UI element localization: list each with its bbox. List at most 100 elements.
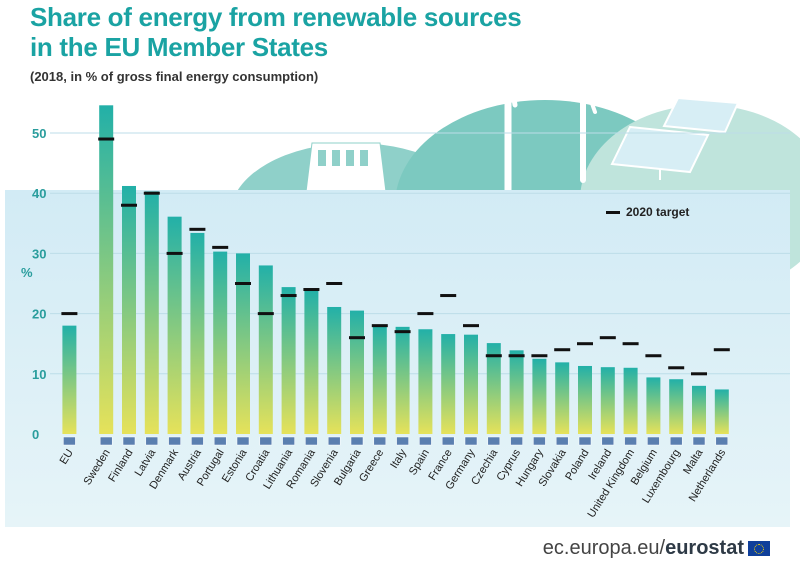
flag-hungary [533,436,546,446]
target-croatia [257,312,274,316]
target-germany [463,324,479,328]
target-slovenia [326,282,343,285]
flag-netherlands [715,436,729,446]
target-belgium [645,354,662,358]
flag-france [441,436,455,446]
target-austria [189,227,206,231]
target-finland [121,203,137,207]
flag-ireland [601,436,615,446]
y-tick-label: 40 [32,186,46,201]
flag-estonia [236,436,250,446]
target-malta [691,372,707,376]
target-denmark [166,251,183,255]
flag-greece [373,436,387,446]
eu-flag-icon [748,541,770,556]
bar-croatia [258,265,273,434]
flag-czechia [487,436,501,446]
target-italy [394,330,411,334]
target-estonia [235,282,251,285]
bar-finland [122,185,136,434]
legend: 2020 target [606,205,689,219]
bar-ireland [600,367,615,434]
bar-malta [692,385,706,434]
bar-denmark [167,216,182,434]
flag-united-kingdom [624,436,637,446]
bar-slovakia [555,362,570,434]
target-eu [61,312,78,316]
flag-slovakia [555,436,569,446]
flag-luxembourg [669,436,683,446]
target-netherlands [713,348,730,352]
y-tick-label: 10 [32,367,46,382]
bar-czechia [486,343,501,434]
y-tick-label: 20 [32,307,46,322]
source-domain: ec.europa.eu/ [542,537,666,559]
bar-greece [372,325,387,434]
bar-italy [395,326,410,434]
bar-latvia [144,191,159,434]
bar-slovenia [327,306,342,434]
bar-austria [190,232,205,434]
bar-cyprus [509,350,524,434]
bar-sweden [99,105,114,435]
bar-france [441,334,456,434]
bars [62,105,729,435]
target-bulgaria [349,336,365,340]
bar-estonia [236,253,250,434]
wind-turbine-icon [465,9,614,194]
country-flags [63,436,729,446]
flag-denmark [168,436,181,446]
flag-germany [464,436,478,446]
target-sweden [98,137,115,141]
title-line-2: in the EU Member States [30,32,328,62]
flag-cyprus [510,436,523,446]
flag-bulgaria [350,436,364,446]
bar-luxembourg [669,379,684,434]
flag-belgium [647,436,660,446]
target-poland [577,342,593,346]
target-portugal [212,245,229,249]
y-axis: 0 10 20 30 40 50% [21,126,46,442]
flag-eu [63,436,76,446]
bar-belgium [646,377,661,434]
flag-sweden [99,436,113,446]
flag-lithuania [282,436,295,446]
target-czechia [485,354,502,358]
target-france [440,294,457,298]
bar-germany [464,334,478,434]
solar-panel-icon [610,96,740,180]
bar-spain [418,329,433,434]
target-hungary [531,354,548,358]
target-spain [417,312,434,316]
flag-poland [578,436,592,446]
bar-lithuania [281,287,296,434]
target-lithuania [280,294,297,298]
flag-portugal [213,436,227,446]
bar-portugal [213,251,228,434]
target-markers [61,137,730,376]
bar-romania [304,290,319,434]
target-greece [371,324,388,328]
flag-slovenia [327,436,341,446]
flag-latvia [145,436,159,446]
source-footer[interactable]: ec.europa.eu/ eurostat [543,537,770,560]
flag-finland [122,436,136,446]
target-romania [303,288,320,292]
title-line-1: Share of energy from renewable sources [30,2,522,32]
flag-austria [191,436,204,446]
bar-bulgaria [350,310,364,434]
bar-netherlands [714,389,729,434]
source-brand: eurostat [665,537,744,559]
target-ireland [599,336,616,340]
bar-eu [62,325,77,434]
chart-subtitle: (2018, in % of gross final energy consum… [30,69,319,84]
target-latvia [143,191,160,195]
y-tick-label: 0 [32,427,39,442]
legend-label: 2020 target [626,205,690,219]
y-tick-label: 50 [32,126,46,141]
bar-hungary [532,358,547,434]
bar-poland [578,365,592,434]
flag-spain [419,436,432,446]
target-united-kingdom [622,342,639,346]
